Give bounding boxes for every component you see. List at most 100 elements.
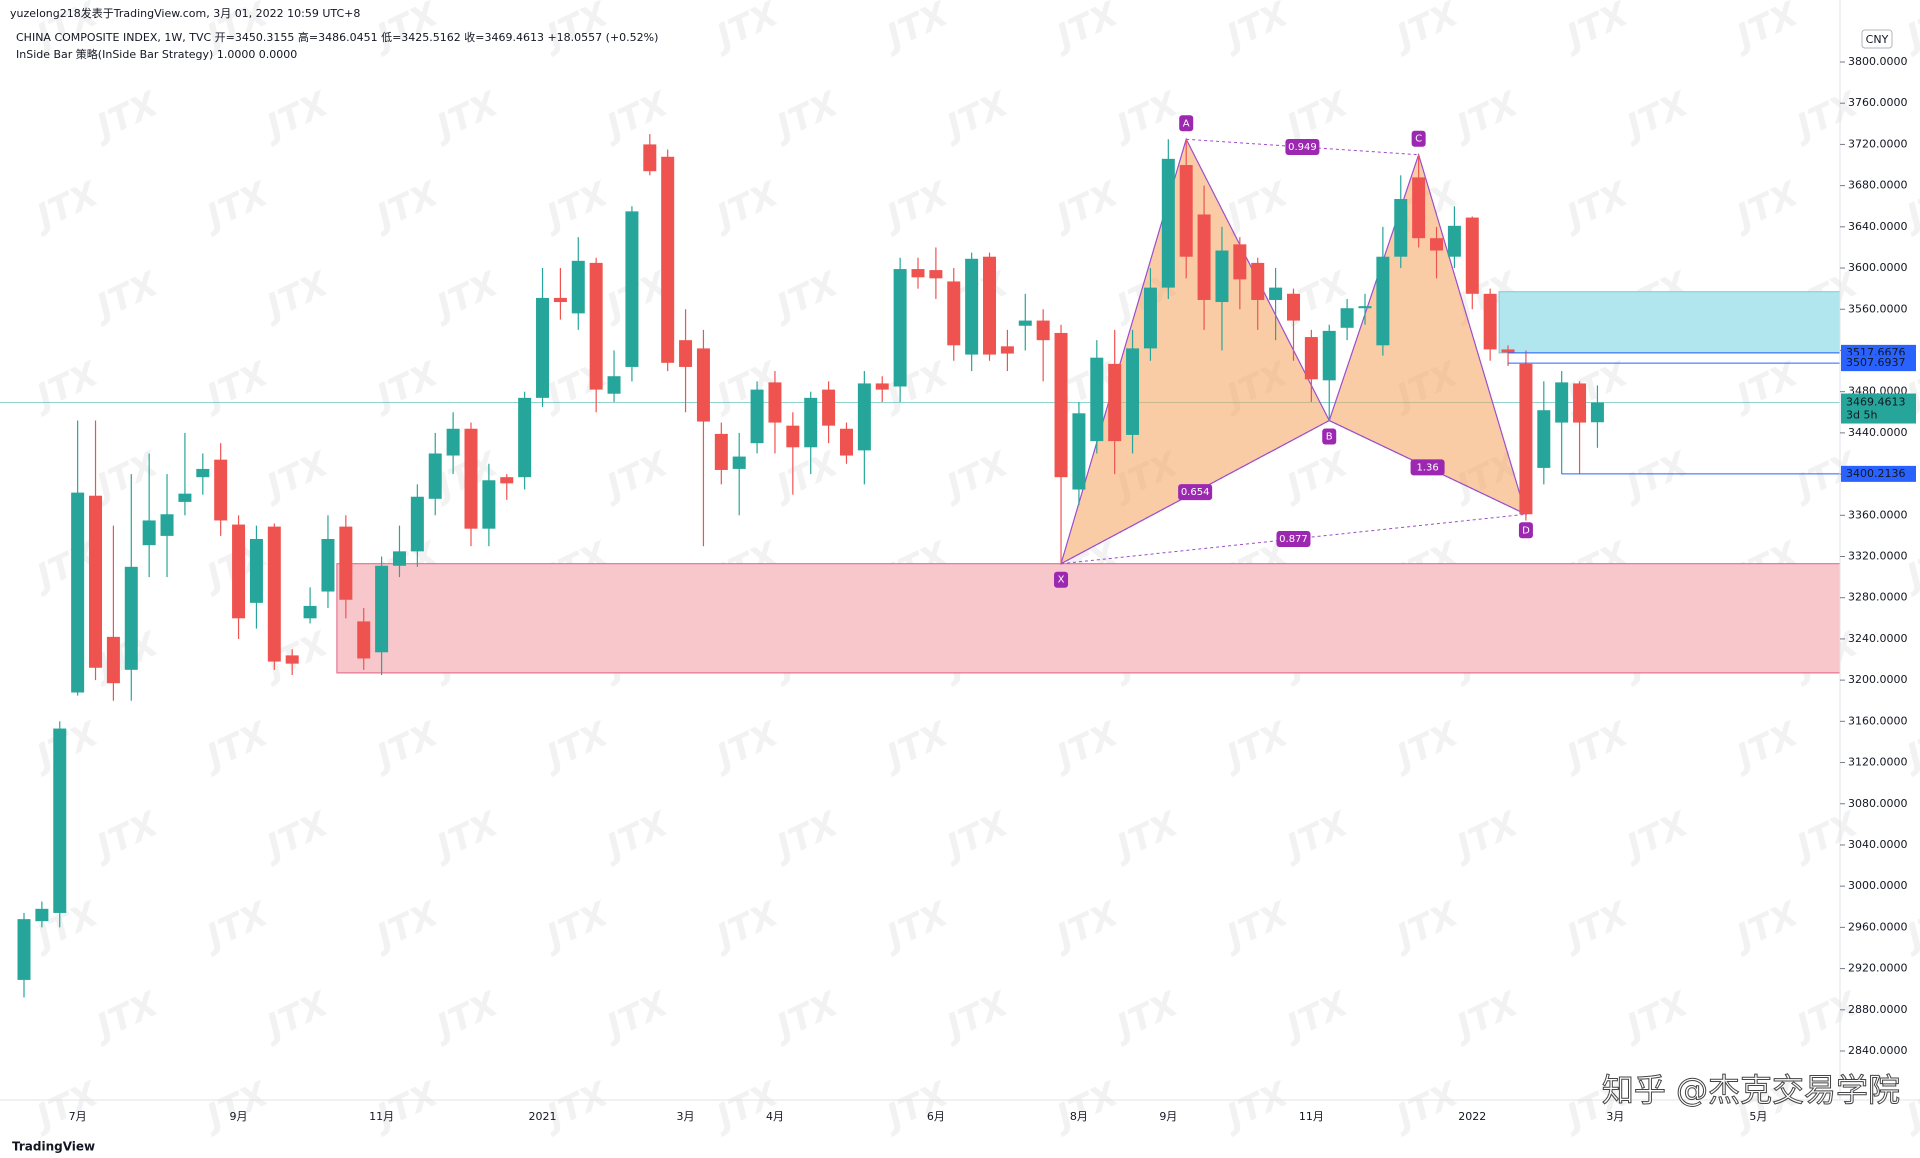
watermark: JTX	[595, 984, 675, 1050]
candle-body	[1322, 330, 1336, 381]
candle-body	[1215, 250, 1229, 303]
candle-body	[464, 428, 478, 529]
watermark: JTX	[705, 1074, 785, 1140]
watermark: JTX	[1045, 894, 1125, 960]
point-box	[1518, 522, 1533, 539]
watermark: JTX	[195, 354, 275, 420]
x-tick-label: 6月	[927, 1110, 945, 1123]
watermark: JTX	[765, 804, 845, 870]
candle-body	[786, 425, 800, 448]
point-box	[1411, 130, 1426, 147]
watermark: JTX	[935, 84, 1015, 150]
ratio-label: 0.877	[1279, 534, 1308, 545]
candle-body	[1573, 383, 1587, 423]
last-price-tag	[1841, 393, 1916, 424]
x-tick-label: 9月	[1159, 1110, 1177, 1123]
candle-body	[1394, 199, 1408, 257]
watermark: JTX	[1445, 984, 1525, 1050]
candle-body	[1269, 287, 1283, 300]
watermark: JTX	[1215, 714, 1295, 780]
x-tick-label: 3月	[1606, 1110, 1624, 1123]
watermark: JTX	[535, 1074, 615, 1140]
watermark: JTX	[1385, 1074, 1465, 1140]
watermark: JTX	[1445, 804, 1525, 870]
watermark: JTX	[1785, 984, 1865, 1050]
watermark: JTX	[875, 894, 955, 960]
candle-body	[500, 477, 514, 484]
watermark: JTX	[705, 174, 785, 240]
y-tick-label: 2840.0000	[1848, 1044, 1908, 1057]
watermark: JTX	[1445, 84, 1525, 150]
price-line-tag	[1841, 465, 1916, 482]
watermark: JTX	[765, 84, 845, 150]
candle-body	[1412, 177, 1426, 239]
watermark: JTX	[1045, 174, 1125, 240]
candle-body	[1036, 320, 1050, 341]
watermark: JTX	[1615, 804, 1695, 870]
watermark: JTX	[1385, 894, 1465, 960]
x-tick-label: 9月	[230, 1110, 248, 1123]
watermark: JTX	[1215, 894, 1295, 960]
watermark: JTX	[765, 444, 845, 510]
candle-body	[1447, 225, 1461, 257]
y-tick-label: 3680.0000	[1848, 179, 1908, 192]
currency-box[interactable]	[1861, 29, 1893, 49]
candle-body	[1054, 332, 1068, 478]
watermark: JTX	[195, 174, 275, 240]
y-tick-label: 3000.0000	[1848, 879, 1908, 892]
candle-body	[232, 524, 246, 619]
candle-body	[160, 514, 174, 536]
last-price-label: 3469.4613	[1846, 396, 1906, 409]
candle-body	[857, 383, 871, 451]
watermark: JTX	[365, 714, 445, 780]
candle-body	[410, 496, 424, 552]
candle-body	[1197, 214, 1211, 300]
watermark: JTX	[1555, 0, 1635, 59]
watermark: JTX	[1215, 0, 1295, 59]
candle-body	[1161, 158, 1175, 288]
candle-body	[947, 281, 961, 346]
watermark: JTX	[1555, 174, 1635, 240]
point-label: C	[1415, 134, 1422, 145]
watermark: JTX	[1105, 84, 1185, 150]
candle-body	[1179, 165, 1193, 257]
watermark: JTX	[1555, 894, 1635, 960]
candle-body	[1233, 244, 1247, 280]
watermark: JTX	[1785, 804, 1865, 870]
candle-body	[1483, 293, 1497, 350]
point-label: X	[1058, 575, 1065, 586]
watermark: JTX	[1275, 984, 1355, 1050]
point-box	[1322, 428, 1337, 445]
candle-body	[607, 376, 621, 394]
point-label: B	[1326, 432, 1333, 443]
ratio-label: 0.654	[1181, 487, 1210, 498]
watermark: JTX	[1615, 444, 1695, 510]
watermark: JTX	[935, 444, 1015, 510]
candle-body	[929, 270, 943, 279]
candle-body	[249, 538, 263, 603]
candle-body	[196, 468, 210, 478]
watermark: JTX	[1725, 0, 1805, 59]
y-tick-label: 3600.0000	[1848, 261, 1908, 274]
watermark: JTX	[85, 264, 165, 330]
candle-body	[392, 551, 406, 566]
watermark: JTX	[365, 354, 445, 420]
candle-body	[571, 260, 585, 314]
watermark: JTX	[1045, 1074, 1125, 1140]
candle-body	[679, 340, 693, 367]
watermark: JTX	[25, 354, 105, 420]
candle-body	[1304, 337, 1318, 380]
candle-body	[106, 636, 120, 684]
point-box	[1054, 571, 1069, 588]
candle-body	[822, 389, 836, 426]
candle-body	[1537, 410, 1551, 468]
candle-body	[446, 428, 460, 456]
y-tick-label: 3120.0000	[1848, 756, 1908, 769]
x-tick-label: 4月	[766, 1110, 784, 1123]
watermark: JTX	[595, 444, 675, 510]
watermark: JTX	[425, 984, 505, 1050]
watermark: JTX	[25, 1074, 105, 1140]
ratio-box	[1410, 459, 1445, 476]
watermark: JTX	[535, 894, 615, 960]
